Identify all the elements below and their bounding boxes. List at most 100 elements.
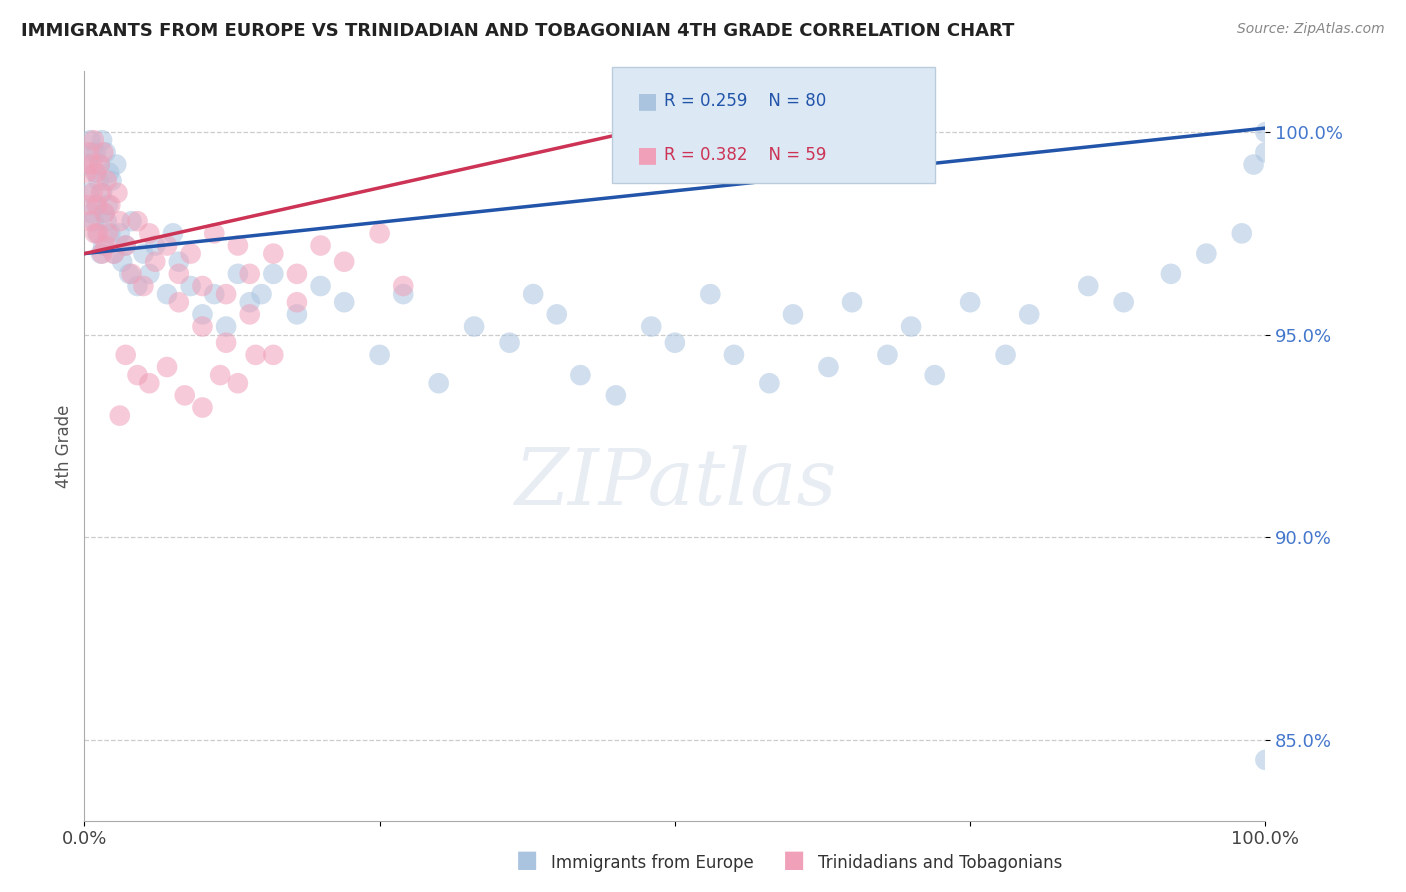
Point [93,206,115,220]
Point [100,174,122,188]
Point [285,307,308,321]
Point [215,335,238,350]
Point [215,287,238,301]
Point [180,246,202,260]
Point [1195,246,1218,260]
Point [76,166,98,180]
Point [162,227,184,241]
Point [1112,295,1135,310]
Point [87,227,110,241]
Point [89,157,111,171]
Point [285,267,308,281]
Point [103,246,125,260]
Point [84,166,107,180]
Point [77,198,100,212]
Point [1018,307,1040,321]
Text: ■: ■ [783,848,806,872]
Text: Trinidadians and Tobagonians: Trinidadians and Tobagonians [818,855,1063,872]
Point [156,359,179,374]
Point [91,133,114,147]
Point [522,287,544,301]
Point [98,166,121,180]
Point [427,376,450,391]
Point [77,145,100,160]
Point [782,307,804,321]
Text: R = 0.259    N = 80: R = 0.259 N = 80 [664,93,825,111]
Point [84,145,107,160]
Point [605,388,627,402]
Point [1254,145,1277,160]
Y-axis label: 4th Grade: 4th Grade [55,404,73,488]
Point [817,359,839,374]
Point [94,145,117,160]
Point [83,133,105,147]
Point [1160,267,1182,281]
Point [143,238,166,252]
Point [640,319,662,334]
Point [84,198,107,212]
Point [87,174,110,188]
Point [900,319,922,334]
Point [91,186,114,200]
Point [209,368,232,383]
Point [114,238,136,252]
Point [121,267,143,281]
Point [82,186,104,200]
Point [111,254,134,268]
Point [180,279,202,293]
Point [262,267,284,281]
Point [333,295,356,310]
Point [138,376,160,391]
Point [86,227,108,241]
Point [80,206,103,220]
Point [94,238,117,252]
Point [108,409,131,423]
Point [392,279,415,293]
Point [309,279,332,293]
Point [91,246,114,260]
Point [84,166,107,180]
Point [167,295,190,310]
Point [108,214,131,228]
Point [876,348,898,362]
Point [250,287,273,301]
Point [132,246,155,260]
Point [96,174,118,188]
Point [959,295,981,310]
Point [167,254,190,268]
Point [262,246,284,260]
Point [758,376,780,391]
Point [841,295,863,310]
Point [107,186,129,200]
Point [83,214,105,228]
Point [202,287,225,301]
Text: ■: ■ [637,145,658,165]
Point [143,254,166,268]
Point [167,267,190,281]
Point [118,267,141,281]
Point [103,246,125,260]
Point [138,227,160,241]
Point [392,287,415,301]
Point [226,238,249,252]
Point [1243,157,1265,171]
Point [156,287,179,301]
Point [924,368,946,383]
Text: IMMIGRANTS FROM EUROPE VS TRINIDADIAN AND TOBAGONIAN 4TH GRADE CORRELATION CHART: IMMIGRANTS FROM EUROPE VS TRINIDADIAN AN… [21,22,1015,40]
Point [699,287,721,301]
Point [79,133,101,147]
Point [368,227,391,241]
Text: Immigrants from Europe: Immigrants from Europe [551,855,754,872]
Point [98,227,121,241]
Point [309,238,332,252]
Point [191,279,214,293]
Text: ■: ■ [516,848,538,872]
Point [285,295,308,310]
Point [262,348,284,362]
Point [80,157,103,171]
Point [239,295,262,310]
Point [569,368,592,383]
Point [723,348,745,362]
Point [90,186,112,200]
Point [202,227,225,241]
